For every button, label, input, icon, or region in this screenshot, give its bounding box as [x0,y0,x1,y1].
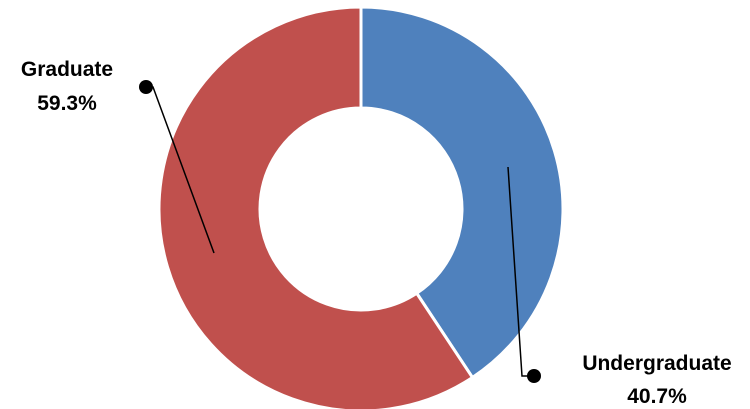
leader-dot-graduate [139,80,153,94]
slice-label-undergraduate-value: 40.7% [627,385,687,408]
leader-dot-undergraduate [527,369,541,383]
slice-label-graduate-name: Graduate [21,58,113,81]
slices-layer [157,5,565,409]
slice-graduate [157,5,475,409]
slice-undergraduate [359,5,565,380]
leader-lines-layer [139,80,541,383]
slice-label-graduate-value: 59.3% [37,92,97,115]
data-labels-layer: Graduate 59.3% Undergraduate 40.7% [21,58,732,408]
slice-label-undergraduate-name: Undergraduate [582,352,731,375]
